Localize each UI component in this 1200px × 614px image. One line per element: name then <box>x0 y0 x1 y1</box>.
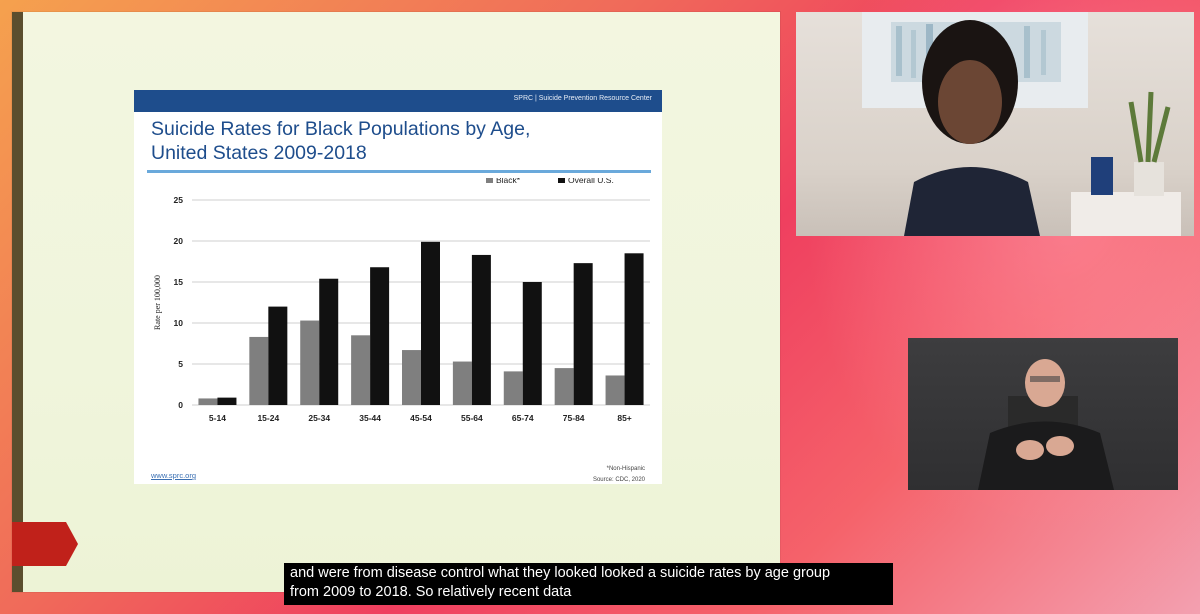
card-header-text: SPRC | Suicide Prevention Resource Cente… <box>513 95 652 102</box>
interpreter-video-scene <box>978 359 1114 490</box>
speaker-body <box>904 167 1040 236</box>
chart-card: SPRC | Suicide Prevention Resource Cente… <box>134 90 662 484</box>
x-tick-label: 85+ <box>617 413 631 423</box>
x-tick-label: 25-34 <box>308 413 330 423</box>
bar-overall <box>268 306 288 405</box>
legend-swatch <box>558 178 565 183</box>
legend-label: Overall U.S. <box>568 178 614 185</box>
y-tick-label: 25 <box>174 195 184 205</box>
bar-overall <box>624 253 644 405</box>
interpreter-head <box>1025 359 1065 407</box>
speaker-face <box>938 60 1002 144</box>
bar-overall <box>421 241 440 405</box>
caption-line-2: from 2009 to 2018. So relatively recent … <box>290 584 572 600</box>
bar-overall <box>522 282 542 405</box>
chart-footnote: *Non-Hispanic Source: CDC, 2020 <box>593 464 645 486</box>
y-tick-label: 10 <box>174 318 184 328</box>
website-link[interactable]: www.sprc.org <box>151 471 197 480</box>
y-tick-label: 15 <box>174 277 184 287</box>
x-tick-label: 15-24 <box>257 413 279 423</box>
x-tick-label: 75-84 <box>563 413 585 423</box>
y-tick-label: 0 <box>178 400 183 410</box>
bar-overall <box>319 278 339 405</box>
y-tick-label: 5 <box>178 359 183 369</box>
bar-overall <box>370 267 390 405</box>
closed-captions: and were from disease control what they … <box>284 563 893 605</box>
x-tick-label: 65-74 <box>512 413 534 423</box>
bar-black <box>503 371 523 405</box>
slide-left-bar <box>12 12 23 592</box>
slide-title-line-1: Suicide Rates for Black Populations by A… <box>151 118 531 140</box>
bar-black <box>198 398 218 405</box>
caption-line-1: and were from disease control what they … <box>290 565 831 581</box>
plant-pot <box>1134 162 1164 196</box>
x-tick-label: 45-54 <box>410 413 432 423</box>
bar-black <box>554 368 574 405</box>
slide-title-line-2: United States 2009-2018 <box>151 142 367 164</box>
bar-black <box>249 336 269 405</box>
bar-black <box>351 335 371 405</box>
plant <box>1128 91 1171 163</box>
bar-black <box>452 361 472 405</box>
left-hand <box>1016 440 1044 460</box>
bar-black <box>300 320 320 405</box>
next-arrow-shape <box>12 522 78 566</box>
book-cover <box>1091 157 1113 195</box>
card-header-bar: SPRC | Suicide Prevention Resource Cente… <box>134 90 662 112</box>
bar-overall <box>573 263 593 405</box>
interpreter-body <box>978 421 1114 490</box>
legend-swatch <box>486 178 493 183</box>
bar-black <box>402 350 421 405</box>
right-hand <box>1046 436 1074 456</box>
y-axis-label: Rate per 100,000 <box>153 275 162 330</box>
speaker-video[interactable] <box>796 12 1194 236</box>
y-tick-label: 20 <box>174 236 184 246</box>
footnote-source: Source: CDC, 2020 <box>592 477 645 483</box>
x-tick-label: 35-44 <box>359 413 381 423</box>
bookshelf <box>1071 192 1181 236</box>
bar-overall <box>471 254 491 405</box>
bar-black <box>605 375 625 405</box>
slide-title: Suicide Rates for Black Populations by A… <box>151 117 631 165</box>
bar-overall <box>217 397 237 405</box>
title-rule <box>147 170 651 173</box>
shared-slide: SPRC | Suicide Prevention Resource Cente… <box>12 12 780 592</box>
glasses <box>1030 376 1060 382</box>
interpreter-video[interactable] <box>908 338 1178 490</box>
speaker-video-scene <box>862 12 1181 236</box>
x-tick-label: 55-64 <box>461 413 483 423</box>
x-tick-label: 5-14 <box>209 413 226 423</box>
bar-chart: 0 5 10 15 20 25 Rate per 100,000 5-14 15-24 25-34… <box>153 178 650 423</box>
footnote-non-hispanic: *Non-Hispanic <box>606 466 645 472</box>
legend-label: Black* <box>496 178 521 185</box>
